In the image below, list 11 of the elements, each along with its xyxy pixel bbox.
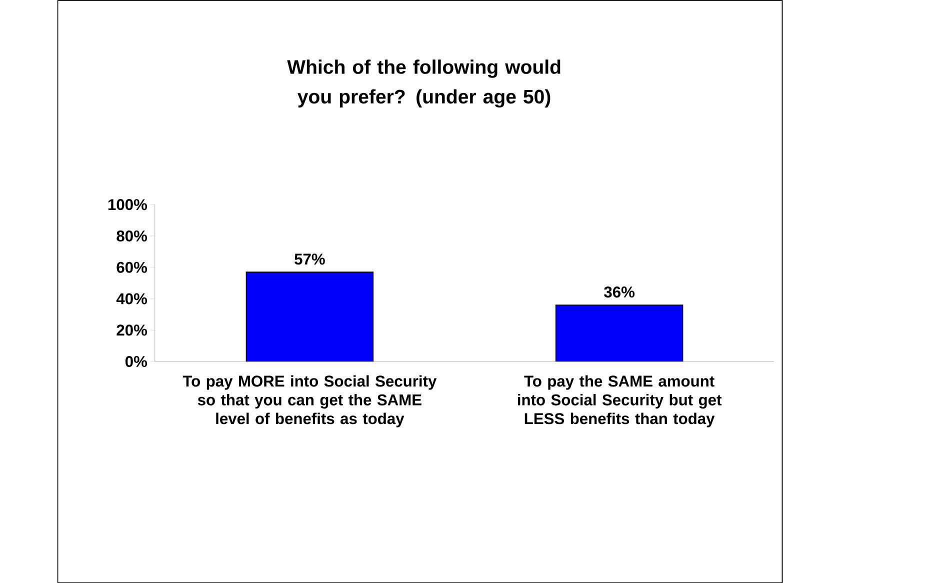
y-tick-label: 60% — [116, 262, 148, 273]
y-tick-label: 20% — [116, 324, 148, 336]
x-tick-label: To pay the SAME amount into Social Security but get LESS benefits than today — [518, 375, 722, 428]
y-tick-label: 40% — [116, 293, 148, 304]
data-label: 57% — [294, 253, 325, 264]
y-tick-label: 80% — [116, 230, 148, 242]
x-tick-label: To pay MORE into Social Security so that you can get the SAME level of benefits as today — [182, 375, 437, 428]
data-label: 36% — [604, 286, 635, 298]
y-tick-label: 100% — [108, 198, 148, 210]
chart-title: Which of the following would you prefer? (under age 50) — [287, 59, 560, 108]
y-tick-label: 0% — [125, 356, 148, 367]
